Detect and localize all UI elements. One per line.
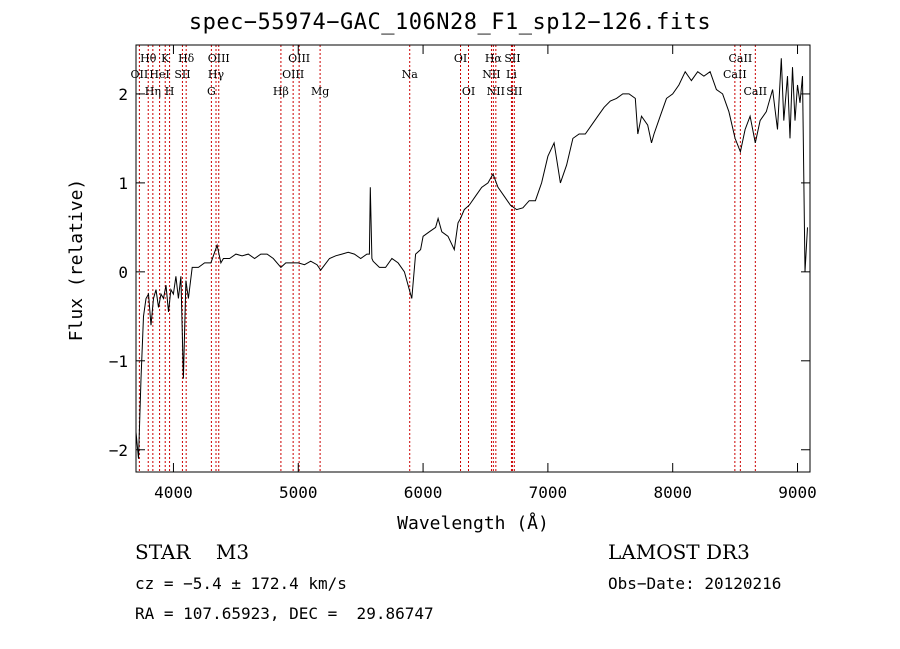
object-class: STAR M3 bbox=[135, 540, 250, 564]
axis-tick-labels: 4000 5000 6000 7000 8000 9000 −2 −1 0 1 2 bbox=[109, 85, 817, 502]
line-label-5: H bbox=[165, 85, 175, 98]
line-label-10: G bbox=[207, 85, 216, 98]
line-label-14: Mg bbox=[311, 85, 329, 98]
line-label-24: CaII bbox=[729, 52, 753, 65]
y-tick-label-4: 2 bbox=[118, 85, 128, 104]
line-label-19: SII bbox=[504, 52, 520, 65]
x-tick-label-0: 4000 bbox=[154, 483, 193, 502]
series-line-0 bbox=[135, 58, 808, 459]
line-label-1: OII bbox=[131, 68, 149, 81]
line-label-9: Hγ bbox=[208, 68, 225, 81]
line-label-18: Hα bbox=[485, 52, 503, 65]
x-axis-label: Wavelength (Å) bbox=[397, 512, 549, 534]
line-label-23: SII bbox=[506, 85, 522, 98]
spectrum-series bbox=[135, 58, 808, 459]
line-label-3: K bbox=[161, 52, 170, 65]
y-tick-label-0: −2 bbox=[109, 441, 128, 460]
line-label-15: Na bbox=[402, 68, 419, 81]
line-label-26: CaII bbox=[743, 85, 767, 98]
spectral-line-labels: Hθ OII Hη K HeI H Hδ SII OIII Hγ G OIII OIII Hβ Mg Na OI… bbox=[131, 52, 768, 98]
line-label-22: NII bbox=[487, 85, 505, 98]
redshift-velocity: cz = −5.4 ± 172.4 km/s bbox=[135, 574, 347, 593]
x-tick-label-3: 7000 bbox=[529, 483, 568, 502]
line-label-4: HeI bbox=[149, 68, 169, 81]
y-axis-label: Flux (relative) bbox=[66, 179, 87, 342]
x-tick-label-1: 5000 bbox=[279, 483, 318, 502]
line-label-25: CaII bbox=[723, 68, 747, 81]
y-tick-label-3: 1 bbox=[118, 174, 128, 193]
axis-ticks bbox=[136, 45, 810, 472]
line-label-0: Hθ bbox=[140, 52, 157, 65]
line-label-8: OIII bbox=[208, 52, 230, 65]
line-label-6: Hδ bbox=[178, 52, 195, 65]
x-tick-label-5: 9000 bbox=[778, 483, 817, 502]
chart-title: spec−55974−GAC_106N28_F1_sp12−126.fits bbox=[188, 10, 712, 35]
line-label-2: Hη bbox=[145, 85, 161, 98]
x-tick-label-4: 8000 bbox=[653, 483, 692, 502]
observation-date: Obs−Date: 20120216 bbox=[608, 574, 782, 593]
line-label-20: NII bbox=[482, 68, 500, 81]
spectral-line-markers bbox=[138, 45, 756, 472]
line-label-21: Li bbox=[506, 68, 517, 81]
plot-frame bbox=[135, 44, 811, 473]
line-label-17: OI bbox=[462, 85, 475, 98]
x-tick-label-2: 6000 bbox=[404, 483, 443, 502]
survey-name: LAMOST DR3 bbox=[608, 540, 750, 564]
y-tick-label-2: 0 bbox=[118, 263, 128, 282]
y-tick-label-1: −1 bbox=[109, 352, 128, 371]
line-label-13: Hβ bbox=[273, 85, 289, 98]
line-label-16: OI bbox=[454, 52, 467, 65]
coordinates: RA = 107.65923, DEC = 29.86747 bbox=[135, 604, 434, 623]
line-label-12: OIII bbox=[282, 68, 304, 81]
line-label-11: OIII bbox=[288, 52, 310, 65]
line-label-7: SII bbox=[174, 68, 190, 81]
